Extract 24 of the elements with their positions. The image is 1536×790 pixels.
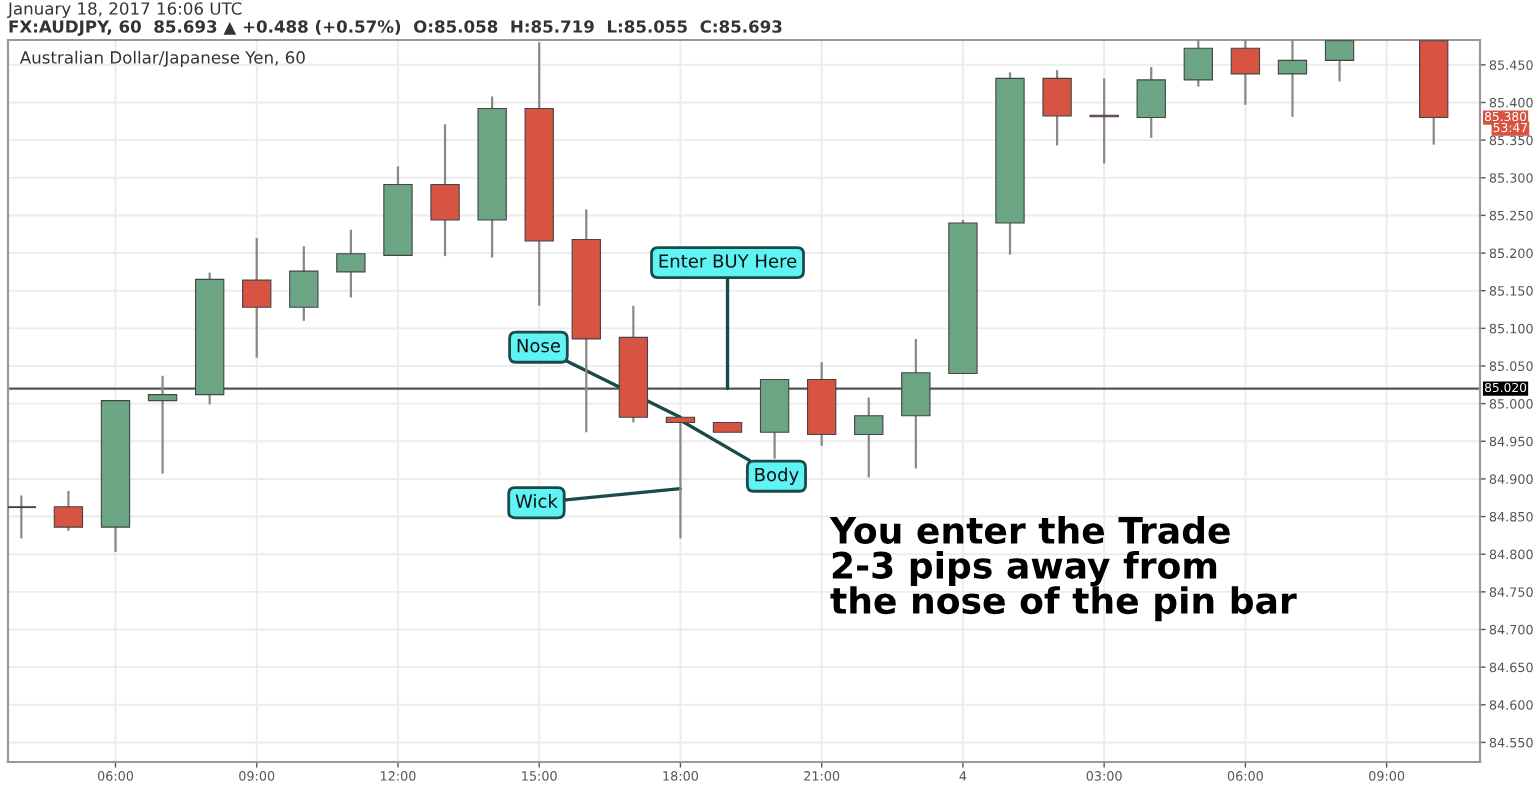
candlestick xyxy=(1183,40,1213,88)
candlestick xyxy=(53,489,84,532)
chart-subtitle: FX:AUDJPY, 60 85.693 ▲ +0.488 (+0.57%) O:85.058 H:85.719 L:85.055 C:85.693 xyxy=(9,19,782,36)
candlestick xyxy=(430,123,460,258)
candlestick xyxy=(1230,40,1261,106)
candlestick xyxy=(1324,40,1355,83)
candlestick xyxy=(242,236,272,359)
candlestick xyxy=(8,494,37,540)
annotation: Enter BUY Here xyxy=(659,254,797,268)
candlestick xyxy=(901,337,931,470)
annotation: Body xyxy=(755,467,799,485)
annotation: Wick xyxy=(515,493,558,508)
candlestick xyxy=(1136,65,1166,139)
candlestick xyxy=(854,396,884,479)
candlestick xyxy=(665,416,696,540)
candlestick xyxy=(336,228,366,299)
candlestick xyxy=(147,374,178,475)
text: January 18, 2017 16:06 UTC xyxy=(7,2,242,19)
candlestick xyxy=(1277,40,1308,118)
text: Australian Dollar/Japanese Yen, 60 xyxy=(19,50,305,67)
annotation: You enter the Trade 2-3 pips away from the nose of the pin bar xyxy=(829,516,1297,622)
candlestick xyxy=(289,245,319,322)
annotation: Nose xyxy=(517,339,561,353)
candlestick xyxy=(1042,69,1072,147)
